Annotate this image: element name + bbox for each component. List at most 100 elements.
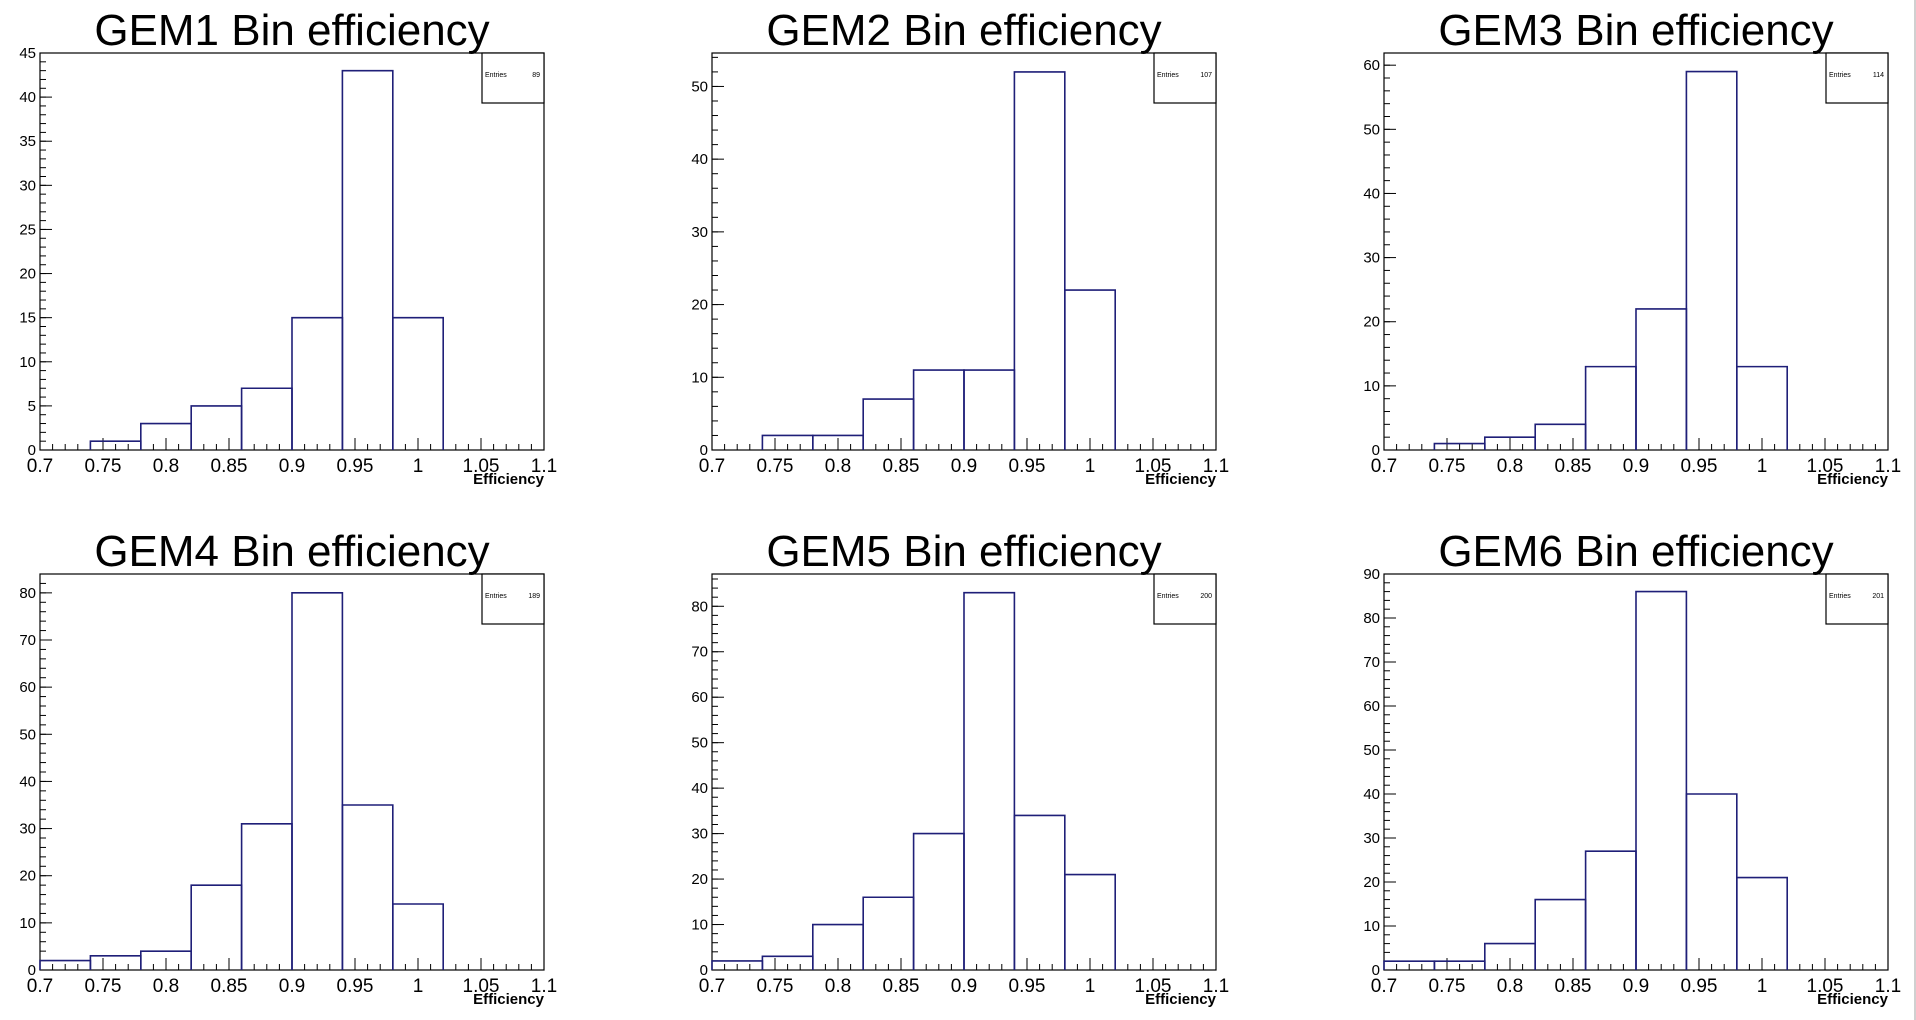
x-tick-label: 0.9 — [1623, 456, 1649, 477]
y-tick-label: 50 — [1363, 121, 1380, 138]
stats-label: Entries — [485, 593, 507, 600]
y-tick-label: 70 — [1363, 654, 1380, 671]
x-axis-label: Efficiency — [473, 991, 545, 1008]
y-tick-label: 0 — [700, 442, 708, 459]
histogram-bar — [292, 318, 342, 450]
y-tick-label: 45 — [19, 45, 36, 62]
histogram-bar — [1014, 815, 1064, 970]
y-tick-label: 60 — [691, 689, 708, 706]
x-axis-label: Efficiency — [1145, 991, 1217, 1008]
histogram-bar — [914, 370, 964, 450]
y-tick-label: 60 — [1363, 698, 1380, 715]
y-tick-label: 50 — [1363, 742, 1380, 759]
y-tick-label: 60 — [1363, 57, 1380, 74]
histogram-bar — [242, 388, 292, 450]
y-tick-label: 10 — [19, 915, 36, 932]
x-tick-label: 0.8 — [1497, 976, 1523, 997]
histogram-bar — [964, 370, 1014, 450]
x-tick-label: 0.75 — [85, 976, 122, 997]
stats-label: Entries — [1157, 72, 1179, 79]
chart-title: GEM5 Bin efficiency — [766, 527, 1161, 576]
y-tick-label: 35 — [19, 133, 36, 150]
x-tick-label: 0.95 — [1681, 456, 1718, 477]
x-tick-label: 0.85 — [211, 976, 248, 997]
y-tick-label: 80 — [1363, 610, 1380, 627]
x-tick-label: 0.8 — [1497, 456, 1523, 477]
y-tick-label: 10 — [691, 369, 708, 386]
x-tick-label: 0.75 — [1429, 456, 1466, 477]
histogram-bar — [1014, 72, 1064, 450]
histogram-bar — [342, 71, 392, 450]
y-tick-label: 10 — [691, 917, 708, 934]
histogram-bar — [863, 399, 913, 450]
x-tick-label: 0.95 — [337, 456, 374, 477]
stats-label: Entries — [1157, 593, 1179, 600]
x-axis-label: Efficiency — [1817, 991, 1889, 1008]
chart-title: GEM4 Bin efficiency — [94, 527, 489, 576]
y-tick-label: 25 — [19, 221, 36, 238]
x-tick-label: 0.95 — [1009, 976, 1046, 997]
histogram-bar — [1636, 592, 1686, 970]
histogram-bar — [1586, 367, 1636, 450]
stats-value: 200 — [1200, 593, 1212, 600]
histogram-bar — [1065, 290, 1115, 450]
x-tick-label: 1 — [1085, 456, 1096, 477]
chart-title: GEM6 Bin efficiency — [1438, 527, 1833, 576]
y-tick-label: 40 — [19, 773, 36, 790]
histogram-panel-gem6: GEM6 Bin efficiency0.7 0.75 0.8 0.85 0.9 0.95… — [1363, 527, 1901, 1008]
x-tick-label: 0.75 — [1429, 976, 1466, 997]
y-tick-label: 40 — [19, 89, 36, 106]
y-tick-label: 20 — [691, 871, 708, 888]
y-tick-label: 20 — [19, 266, 36, 283]
y-tick-label: 40 — [1363, 786, 1380, 803]
y-tick-label: 80 — [691, 598, 708, 615]
y-tick-label: 80 — [19, 585, 36, 602]
y-tick-label: 50 — [691, 78, 708, 95]
y-tick-label: 10 — [1363, 918, 1380, 935]
x-tick-label: 0.7 — [1371, 976, 1397, 997]
x-tick-label: 1 — [413, 976, 424, 997]
histogram-bar — [1737, 878, 1787, 970]
y-tick-label: 0 — [1372, 962, 1380, 979]
chart-title: GEM2 Bin efficiency — [766, 6, 1161, 55]
x-tick-label: 1 — [1085, 976, 1096, 997]
histogram-panel-gem5: GEM5 Bin efficiency0.7 0.75 0.8 0.85 0.9 0.95… — [691, 527, 1229, 1008]
histogram-panel-gem1: GEM1 Bin efficiency0.7 0.75 0.8 0.85 0.9 0.95… — [19, 6, 557, 488]
y-tick-label: 20 — [1363, 874, 1380, 891]
x-tick-label: 0.95 — [1681, 976, 1718, 997]
y-tick-label: 10 — [19, 354, 36, 371]
x-axis-label: Efficiency — [1817, 471, 1889, 488]
x-tick-label: 0.9 — [951, 976, 977, 997]
x-tick-label: 0.75 — [85, 456, 122, 477]
y-tick-label: 60 — [19, 679, 36, 696]
y-tick-label: 70 — [19, 632, 36, 649]
histogram-bar — [863, 897, 913, 970]
x-tick-label: 0.8 — [153, 976, 179, 997]
stats-value: 107 — [1200, 72, 1212, 79]
x-tick-label: 0.8 — [825, 456, 851, 477]
histogram-bar — [242, 824, 292, 970]
x-tick-label: 0.85 — [1555, 456, 1592, 477]
x-tick-label: 0.9 — [951, 456, 977, 477]
histogram-bar — [1535, 900, 1585, 970]
x-tick-label: 0.95 — [337, 976, 374, 997]
y-tick-label: 30 — [1363, 830, 1380, 847]
y-tick-label: 30 — [19, 177, 36, 194]
y-tick-label: 5 — [28, 398, 36, 415]
y-tick-label: 20 — [19, 868, 36, 885]
histogram-bar — [1586, 851, 1636, 970]
y-tick-label: 30 — [691, 826, 708, 843]
stats-value: 114 — [1873, 72, 1884, 79]
y-tick-label: 30 — [1363, 250, 1380, 267]
stats-label: Entries — [1829, 593, 1851, 600]
stats-label: Entries — [1829, 72, 1851, 79]
x-tick-label: 1 — [1757, 976, 1768, 997]
histogram-bar — [191, 885, 241, 970]
histogram-panel-gem4: GEM4 Bin efficiency0.7 0.75 0.8 0.85 0.9 0.95… — [19, 527, 557, 1008]
x-tick-label: 0.75 — [757, 976, 794, 997]
histogram-bar — [1737, 367, 1787, 450]
histogram-bar — [342, 805, 392, 970]
chart-title: GEM3 Bin efficiency — [1438, 6, 1833, 55]
histogram-panel-gem2: GEM2 Bin efficiency 0.7 0.75 0.8 0.85 0.9 0.95… — [691, 6, 1229, 488]
